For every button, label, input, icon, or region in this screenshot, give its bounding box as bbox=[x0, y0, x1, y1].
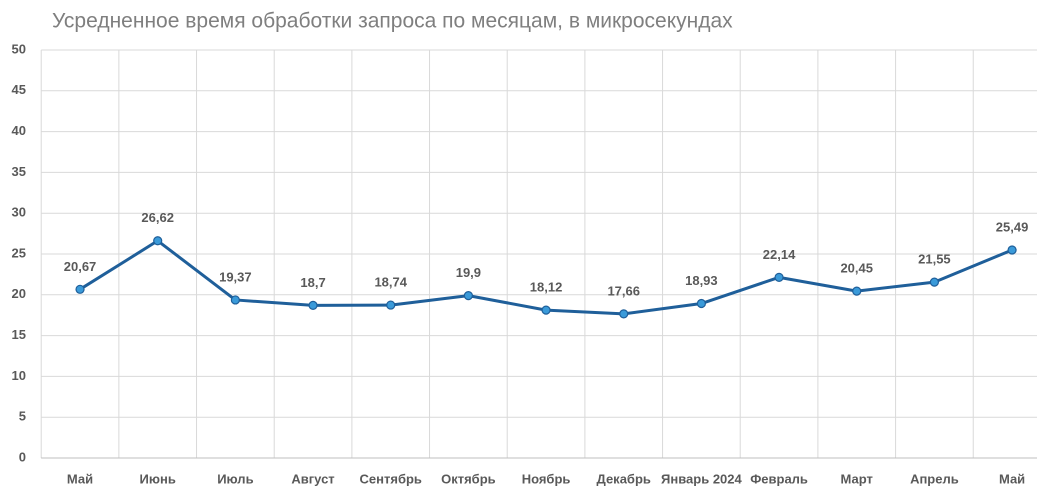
data-label: 20,45 bbox=[840, 261, 873, 276]
marker bbox=[153, 236, 163, 246]
x-tick-label: Ноябрь bbox=[522, 471, 571, 486]
y-tick-label: 0 bbox=[19, 449, 26, 464]
data-label: 26,62 bbox=[141, 210, 174, 225]
marker bbox=[852, 286, 862, 296]
y-tick-label: 45 bbox=[12, 82, 26, 97]
y-tick-label: 35 bbox=[12, 164, 26, 179]
y-tick-label: 40 bbox=[12, 123, 26, 138]
x-tick-label: Декабрь bbox=[597, 471, 651, 486]
data-label: 22,14 bbox=[763, 247, 796, 262]
x-tick-label: Январь 2024 bbox=[661, 471, 742, 486]
data-label: 18,74 bbox=[374, 275, 407, 290]
x-tick-label: Май bbox=[67, 471, 93, 486]
data-label: 19,37 bbox=[219, 269, 252, 284]
marker bbox=[541, 305, 551, 315]
x-tick-label: Сентябрь bbox=[360, 471, 422, 486]
x-tick-label: Октябрь bbox=[441, 471, 496, 486]
marker bbox=[75, 284, 85, 294]
marker bbox=[308, 300, 318, 311]
marker bbox=[696, 298, 706, 309]
marker bbox=[929, 277, 940, 287]
marker bbox=[230, 295, 240, 305]
y-tick-label: 5 bbox=[19, 409, 26, 424]
data-label: 20,67 bbox=[64, 259, 97, 274]
x-tick-label: Август bbox=[291, 471, 334, 486]
marker bbox=[774, 272, 784, 282]
y-tick-label: 20 bbox=[12, 286, 26, 301]
marker bbox=[1007, 245, 1017, 255]
y-tick-label: 15 bbox=[12, 327, 26, 342]
x-tick-label: Апрель bbox=[910, 471, 959, 486]
data-label: 21,55 bbox=[918, 252, 951, 267]
data-label: 17,66 bbox=[607, 283, 640, 298]
y-tick-label: 50 bbox=[12, 41, 26, 56]
data-label: 18,93 bbox=[685, 273, 718, 288]
data-label: 19,9 bbox=[456, 265, 481, 280]
marker bbox=[463, 291, 473, 301]
data-label: 18,7 bbox=[300, 275, 325, 290]
y-tick-label: 10 bbox=[12, 368, 26, 383]
y-tick-label: 30 bbox=[12, 205, 26, 220]
x-tick-label: Июль bbox=[217, 471, 253, 486]
x-tick-label: Июнь bbox=[140, 471, 176, 486]
data-label: 18,12 bbox=[530, 280, 563, 295]
y-tick-label: 25 bbox=[12, 245, 26, 260]
marker bbox=[386, 300, 396, 310]
data-label: 25,49 bbox=[996, 219, 1029, 234]
marker bbox=[619, 309, 629, 319]
x-tick-label: Май bbox=[999, 471, 1025, 486]
x-tick-label: Март bbox=[841, 471, 873, 486]
x-tick-label: Февраль bbox=[750, 471, 808, 486]
chart-title: Усредненное время обработки запроса по м… bbox=[52, 10, 733, 33]
